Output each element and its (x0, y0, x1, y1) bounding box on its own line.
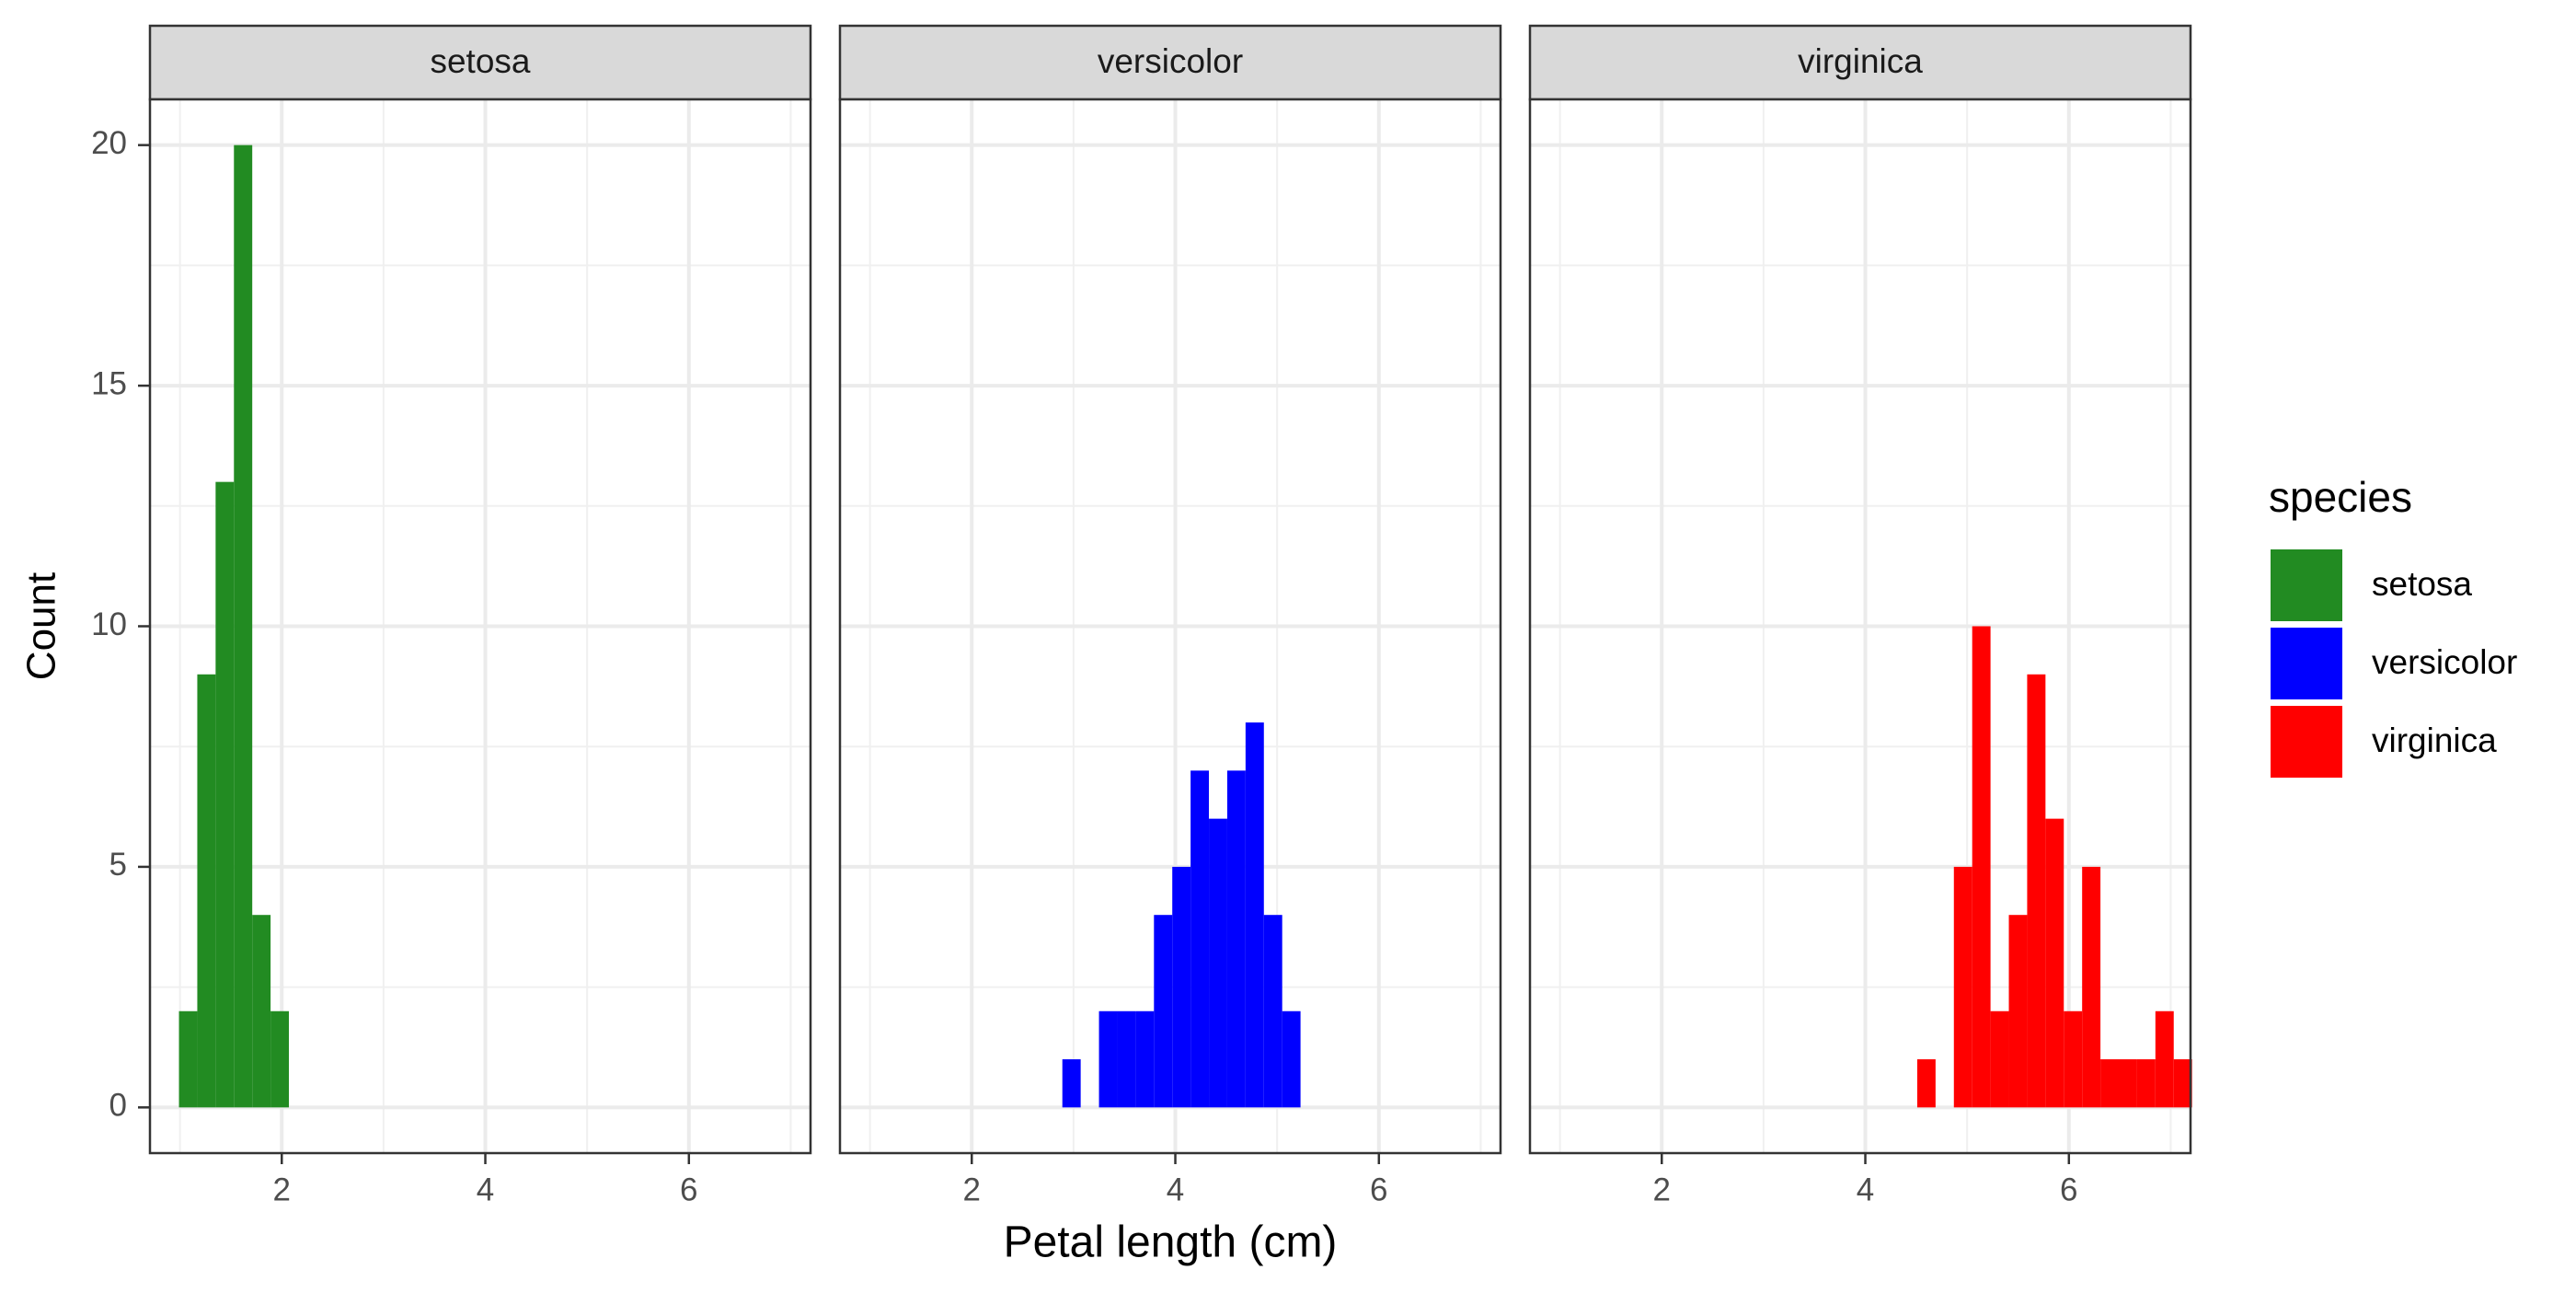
histogram-bar (1135, 1010, 1155, 1108)
histogram-bar (252, 915, 271, 1108)
facet-strip (148, 24, 812, 101)
histogram-bar (270, 1010, 290, 1108)
x-axis-title: Petal length (cm) (1004, 1218, 1338, 1267)
histogram-bar (215, 481, 235, 1108)
y-tick-label: 20 (91, 125, 127, 161)
histogram-bar (1226, 770, 1246, 1108)
legend-key (2271, 549, 2342, 621)
x-tick-label: 2 (1653, 1172, 1671, 1207)
panel-border (838, 98, 1502, 1155)
histogram-bar (1172, 866, 1191, 1108)
legend-key (2271, 706, 2342, 778)
legend-title: species (2269, 473, 2412, 521)
histogram-bar (1916, 1059, 1936, 1108)
facet-strip-label: versicolor (1098, 42, 1243, 80)
histogram-bar (2136, 1059, 2156, 1108)
x-tick-label: 2 (963, 1172, 981, 1207)
y-tick-label: 15 (91, 365, 127, 401)
histogram-bar (1190, 770, 1210, 1108)
histogram-bar (1098, 1010, 1118, 1108)
x-tick-label: 6 (2060, 1172, 2077, 1207)
y-axis-title: Count (19, 572, 64, 680)
x-tick-label: 4 (477, 1172, 494, 1207)
histogram-bar (234, 144, 253, 1108)
histogram-bar (2173, 1059, 2192, 1108)
histogram-bar (197, 674, 216, 1108)
histogram-bar (1990, 1010, 2009, 1108)
x-tick-label: 4 (1857, 1172, 1874, 1207)
histogram-bar (2008, 915, 2028, 1108)
histogram-bar (1245, 722, 1264, 1108)
histogram-bar (2100, 1059, 2120, 1108)
histogram-bar (2045, 818, 2064, 1108)
histogram-bar (1062, 1059, 1081, 1108)
histogram-bar (1282, 1010, 1301, 1108)
histogram-bar (1953, 866, 1972, 1108)
histogram-bar (2119, 1059, 2137, 1108)
legend-entry-label: setosa (2372, 565, 2472, 603)
panel-border (1528, 98, 2192, 1155)
histogram-bar (2155, 1010, 2174, 1108)
histogram-bar (178, 1010, 198, 1108)
histogram-bar (2082, 866, 2101, 1108)
legend-key (2271, 628, 2342, 699)
facet-strip (1528, 24, 2192, 101)
legend-entry-label: virginica (2372, 722, 2497, 759)
histogram-bar (2064, 1010, 2083, 1108)
histogram-bar (1117, 1010, 1136, 1108)
x-tick-label: 6 (1370, 1172, 1387, 1207)
x-tick-label: 4 (1167, 1172, 1184, 1207)
histogram-bar (2027, 674, 2046, 1108)
facet-strip (838, 24, 1502, 101)
x-tick-label: 6 (680, 1172, 697, 1207)
x-tick-label: 2 (273, 1172, 291, 1207)
histogram-bar (1263, 915, 1282, 1108)
legend-entry-label: versicolor (2372, 643, 2517, 681)
histogram-bar (1972, 626, 1991, 1108)
facet-strip-label: virginica (1798, 42, 1923, 80)
y-tick-label: 10 (91, 606, 127, 642)
facet-strip-label: setosa (430, 42, 530, 80)
histogram-bar (1209, 818, 1227, 1108)
y-tick-label: 0 (109, 1088, 127, 1124)
y-tick-label: 5 (109, 847, 127, 883)
histogram-bar (1154, 915, 1173, 1108)
panel-border (148, 98, 812, 1155)
